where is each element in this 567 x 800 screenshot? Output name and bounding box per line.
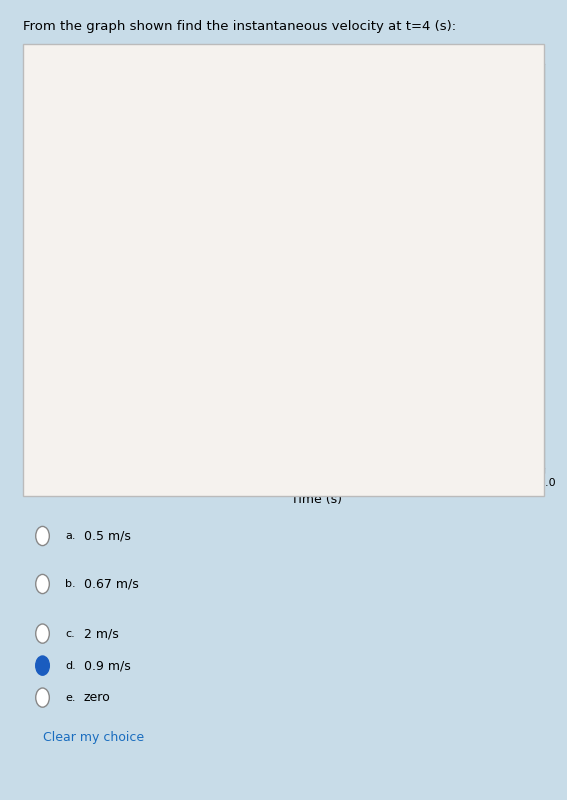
Y-axis label: Distance (m): Distance (m) bbox=[42, 226, 55, 306]
Text: 0.9 m/s: 0.9 m/s bbox=[84, 659, 130, 672]
Text: C: C bbox=[275, 334, 283, 344]
Text: b.: b. bbox=[65, 579, 76, 589]
Text: D: D bbox=[339, 218, 348, 229]
Text: 0.5 m/s: 0.5 m/s bbox=[84, 530, 131, 542]
Text: a.: a. bbox=[65, 531, 76, 541]
X-axis label: Time (s): Time (s) bbox=[291, 494, 341, 506]
Text: d.: d. bbox=[65, 661, 76, 670]
Text: 0.67 m/s: 0.67 m/s bbox=[84, 578, 139, 590]
Text: 2 m/s: 2 m/s bbox=[84, 627, 119, 640]
Text: c.: c. bbox=[65, 629, 75, 638]
Text: Clear my choice: Clear my choice bbox=[43, 731, 143, 744]
Text: From the graph shown find the instantaneous velocity at t=4 (s):: From the graph shown find the instantane… bbox=[23, 20, 456, 33]
Text: e.: e. bbox=[65, 693, 76, 702]
Text: zero: zero bbox=[84, 691, 111, 704]
